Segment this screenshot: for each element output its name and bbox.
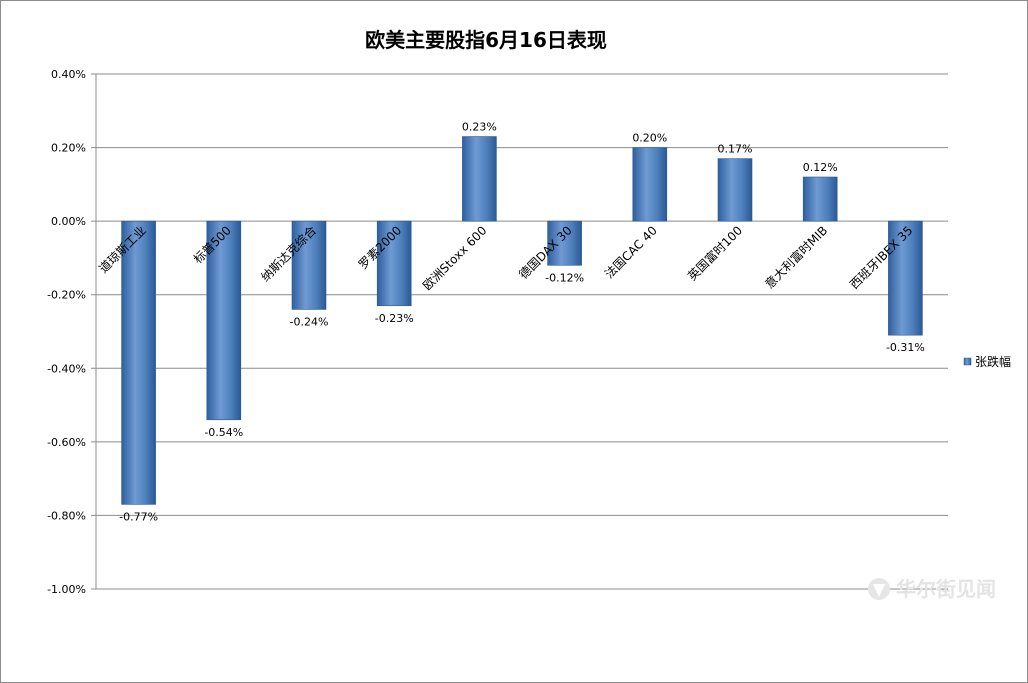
data-label: -0.23%: [375, 312, 414, 325]
data-labels: -0.77% -0.54% -0.24% -0.23% 0.23% -0.12% 0.20%…: [119, 121, 925, 524]
watermark: 华尔街见闻: [868, 577, 996, 601]
data-label: -0.77%: [119, 510, 158, 523]
y-tick-label: 0.00%: [51, 215, 86, 228]
chart-title: 欧美主要股指6月16日表现: [365, 28, 607, 52]
y-axis-ticks: 0.40% 0.20% 0.00% -0.20% -0.40% -0.60% -0.80% -…: [47, 68, 86, 596]
category-label: 欧洲Stoxx 600: [420, 223, 489, 292]
y-tick-label: 0.40%: [51, 68, 86, 81]
bar: [376, 220, 412, 307]
data-label: 0.12%: [803, 161, 838, 174]
category-label: 法国CAC 40: [602, 223, 660, 281]
legend-label: 张跌幅: [975, 354, 1011, 369]
y-tick-label: -0.80%: [47, 509, 86, 522]
bar: [632, 147, 668, 222]
data-label: 0.23%: [462, 121, 497, 134]
data-label: -0.54%: [204, 426, 243, 439]
category-label: 意大利富时MIB: [762, 223, 831, 292]
bars: [121, 136, 923, 505]
watermark-text: 华尔街见闻: [896, 577, 996, 601]
category-label: 英国富时100: [684, 223, 745, 284]
legend: 张跌幅: [963, 354, 1011, 369]
y-tick-label: -0.40%: [47, 362, 86, 375]
bar: [206, 220, 242, 421]
bar: [802, 176, 838, 222]
bar: [717, 158, 753, 222]
bar: [462, 136, 497, 222]
bar: [291, 220, 327, 310]
y-tick-label: 0.20%: [51, 142, 86, 155]
bar: [547, 220, 582, 266]
watermark-logo-mark: [873, 584, 885, 597]
data-label: 0.17%: [718, 143, 753, 156]
data-label: -0.12%: [545, 271, 584, 284]
y-tick-label: -1.00%: [47, 583, 86, 596]
bar: [121, 220, 156, 505]
y-tick-label: -0.20%: [47, 289, 86, 302]
y-tick-label: -0.60%: [47, 436, 86, 449]
data-label: 0.20%: [632, 132, 667, 145]
bar: [888, 220, 923, 336]
data-label: -0.24%: [290, 315, 329, 328]
data-label: -0.31%: [886, 341, 925, 354]
legend-swatch: [963, 357, 972, 366]
